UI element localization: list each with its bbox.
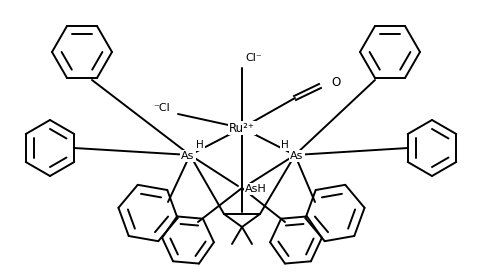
Text: Ru²⁺: Ru²⁺ [228,121,255,134]
Text: H: H [281,140,288,150]
Text: As: As [181,151,194,161]
Text: AsH: AsH [244,184,266,194]
Text: ⁻Cl: ⁻Cl [153,103,170,113]
Text: As: As [290,151,303,161]
Text: O: O [331,76,340,89]
Text: Cl⁻: Cl⁻ [245,53,262,63]
Text: H: H [196,140,203,150]
